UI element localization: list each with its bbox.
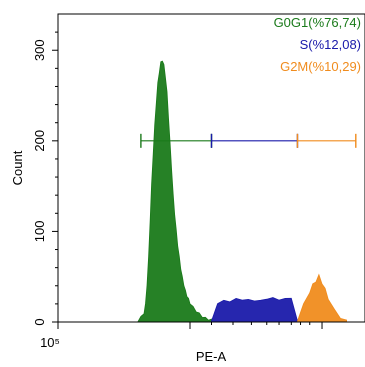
series-layer xyxy=(137,60,347,323)
x-axis-label: PE-A xyxy=(196,349,227,364)
legend-entry-0: G0G1(%76,74) xyxy=(274,15,361,30)
gate-layer xyxy=(140,133,357,148)
series-area-1 xyxy=(211,297,298,323)
x-tick-label: 10⁵ xyxy=(40,335,60,350)
y-axis-label: Count xyxy=(10,150,25,185)
legend-entry-1: S(%12,08) xyxy=(300,37,361,52)
series-area-0 xyxy=(137,60,212,323)
y-tick-label: 200 xyxy=(32,130,47,152)
series-area-2 xyxy=(297,273,347,323)
y-tick-label: 300 xyxy=(32,39,47,61)
axis-layer: 0 100 200 300 10⁵ xyxy=(32,31,323,350)
legend-entry-2: G2M(%10,29) xyxy=(280,59,361,74)
y-tick-label: 0 xyxy=(32,318,47,325)
y-tick-label: 100 xyxy=(32,221,47,243)
legend: G0G1(%76,74) S(%12,08) G2M(%10,29) xyxy=(274,15,361,74)
